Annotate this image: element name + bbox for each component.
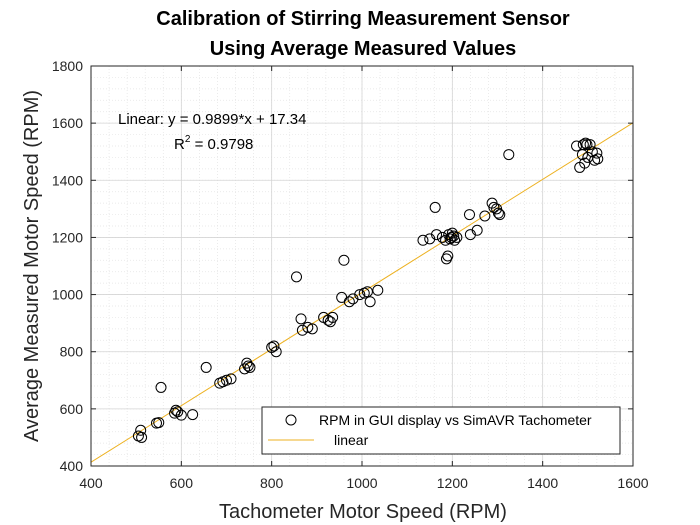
scatter-point: [343, 296, 355, 308]
legend-entry-linear: linear: [334, 432, 369, 448]
scatter-point: [268, 340, 280, 352]
x-tick-label: 400: [79, 475, 103, 491]
scatter-point: [449, 234, 461, 246]
y-tick-label: 600: [60, 401, 84, 417]
x-tick-label: 800: [260, 475, 284, 491]
scatter-point: [579, 157, 591, 169]
scatter-point: [577, 139, 589, 151]
x-axis-label: Tachometer Motor Speed (RPM): [219, 501, 507, 523]
y-tick-label: 1000: [52, 287, 83, 303]
scatter-point: [187, 409, 199, 421]
scatter-point: [463, 209, 475, 221]
scatter-point: [592, 153, 604, 165]
r-squared: R2 = 0.9798: [174, 134, 253, 153]
scatter-point: [431, 229, 443, 241]
y-axis-label: Average Measured Motor Speed (RPM): [21, 90, 43, 442]
scatter-point: [492, 207, 504, 219]
chart-title-line-2: Using Average Measured Values: [210, 38, 516, 60]
scatter-point: [417, 234, 429, 246]
scatter-point: [172, 406, 184, 418]
scatter-point: [306, 323, 318, 335]
scatter-point: [225, 373, 237, 385]
scatter-point: [451, 231, 463, 243]
axis-ticks: 400 600 800 1000 1200 1400 1600 400 600 800 1000 12…: [52, 58, 649, 491]
scatter-point: [503, 149, 515, 161]
y-tick-label: 1600: [52, 115, 83, 131]
scatter-point: [581, 139, 593, 151]
y-tick-label: 1400: [52, 172, 83, 188]
scatter-point: [239, 363, 251, 375]
data-marks: [90, 122, 634, 463]
x-tick-label: 600: [170, 475, 194, 491]
scatter-point: [442, 250, 454, 262]
scatter-point: [338, 254, 350, 266]
scatter-point: [361, 286, 373, 298]
x-tick-label: 1000: [346, 475, 377, 491]
x-tick-label: 1200: [437, 475, 468, 491]
scatter-point: [429, 201, 441, 213]
legend-entry-scatter: RPM in GUI display vs SimAVR Tachometer: [319, 412, 592, 428]
scatter-point: [364, 296, 376, 308]
y-tick-label: 1200: [52, 229, 83, 245]
scatter-point: [444, 233, 456, 245]
scatter-point: [221, 374, 232, 386]
scatter-point: [372, 284, 384, 296]
scatter-point: [175, 409, 187, 421]
scatter-point: [295, 313, 307, 325]
fit-equation: Linear: y = 0.9899*x + 17.34: [118, 111, 306, 128]
y-tick-label: 800: [60, 344, 84, 360]
x-tick-label: 1400: [527, 475, 558, 491]
scatter-point: [479, 210, 491, 222]
scatter-point: [591, 147, 603, 159]
scatter-point: [327, 311, 339, 323]
scatter-point: [445, 231, 457, 243]
scatter-point: [302, 321, 314, 333]
scatter-point: [153, 417, 165, 429]
legend: RPM in GUI display vs SimAVR Tachometer …: [261, 406, 621, 455]
scatter-point: [580, 137, 592, 149]
scatter-point: [354, 289, 366, 301]
scatter-point: [136, 431, 148, 443]
scatter-point: [291, 271, 303, 283]
scatter-point: [244, 361, 256, 373]
legend-marker-circle: [285, 414, 297, 426]
scatter-point: [135, 424, 147, 436]
scatter-point: [436, 231, 448, 243]
scatter-point: [200, 361, 212, 373]
scatter-point: [586, 146, 598, 158]
x-tick-label: 1600: [617, 475, 648, 491]
scatter-point: [270, 346, 282, 358]
scatter-point: [242, 360, 254, 372]
scatter-point: [471, 224, 483, 236]
y-tick-label: 400: [60, 458, 84, 474]
scatter-point: [155, 381, 167, 393]
scatter-point: [584, 139, 596, 151]
legend-box: [261, 406, 621, 455]
y-tick-label: 1800: [52, 58, 83, 74]
chart-title-line-1: Calibration of Stirring Measurement Sens…: [156, 8, 570, 30]
scatter-point: [494, 209, 506, 221]
